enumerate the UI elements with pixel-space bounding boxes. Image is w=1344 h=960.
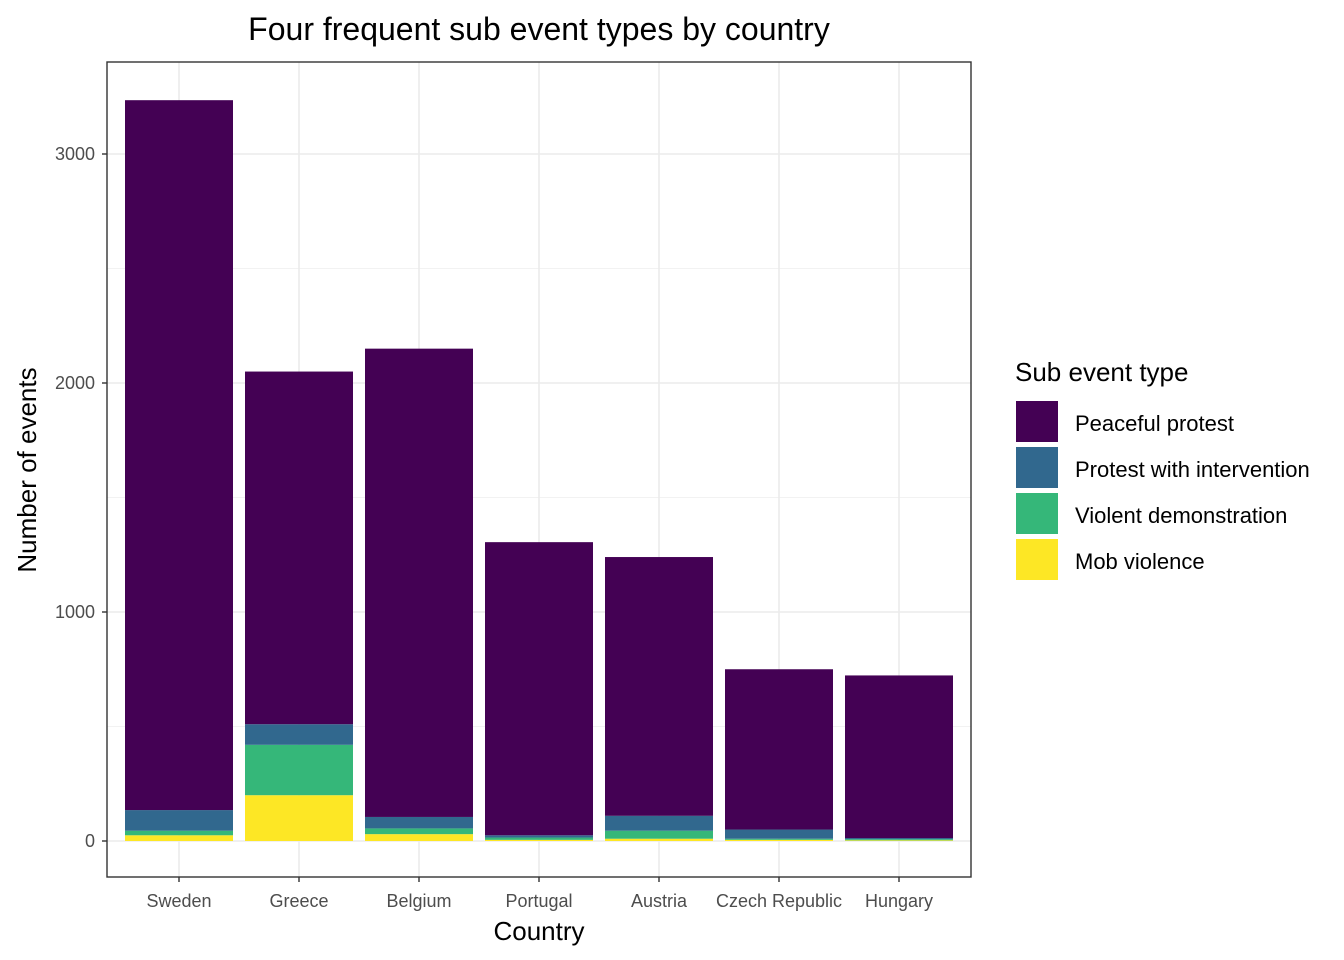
bar-segment-protest-with-intervention <box>485 835 593 838</box>
y-tick-label: 3000 <box>55 144 95 164</box>
legend-swatch <box>1016 493 1058 534</box>
x-axis: Sweden Greece Belgium Portugal Austria Czech … <box>146 877 933 911</box>
bar-stack-belgium <box>365 348 473 841</box>
bar-segment-violent-demonstration <box>485 837 593 840</box>
x-axis-title: Country <box>493 916 584 946</box>
y-axis: 0 1000 2000 3000 <box>55 144 107 851</box>
bar-stack-czech-republic <box>725 669 833 841</box>
bar-segment-violent-demonstration <box>845 839 953 841</box>
bar-segment-mob-violence <box>245 795 353 841</box>
bar-segment-protest-with-intervention <box>725 829 833 839</box>
bars-layer <box>125 100 953 841</box>
bar-segment-peaceful-protest <box>845 675 953 839</box>
bar-segment-peaceful-protest <box>605 557 713 816</box>
x-tick-label: Sweden <box>146 891 211 911</box>
bar-segment-mob-violence <box>365 834 473 841</box>
bar-segment-protest-with-intervention <box>365 816 473 829</box>
bar-segment-mob-violence <box>725 839 833 841</box>
bar-segment-peaceful-protest <box>725 669 833 830</box>
bar-stack-hungary <box>845 675 953 841</box>
legend: Sub event type Peaceful protest Protest w… <box>1015 357 1310 580</box>
bar-stack-austria <box>605 557 713 841</box>
x-tick-label: Czech Republic <box>716 891 842 911</box>
bar-segment-peaceful-protest <box>125 100 233 811</box>
x-tick-label: Hungary <box>865 891 933 911</box>
bar-segment-protest-with-intervention <box>125 810 233 831</box>
y-tick-label: 2000 <box>55 373 95 393</box>
bar-segment-violent-demonstration <box>245 744 353 796</box>
y-tick-label: 0 <box>85 831 95 851</box>
legend-label: Violent demonstration <box>1075 503 1287 528</box>
bar-segment-protest-with-intervention <box>845 838 953 840</box>
x-tick-label: Austria <box>631 891 688 911</box>
x-tick-label: Portugal <box>505 891 572 911</box>
x-tick-label: Belgium <box>386 891 451 911</box>
bar-segment-violent-demonstration <box>605 830 713 839</box>
y-axis-title: Number of events <box>12 367 42 572</box>
bar-stack-greece <box>245 371 353 841</box>
bar-segment-mob-violence <box>605 838 713 841</box>
bar-stack-portugal <box>485 542 593 841</box>
legend-label: Protest with intervention <box>1075 457 1310 482</box>
x-tick-label: Greece <box>269 891 328 911</box>
bar-segment-mob-violence <box>125 835 233 841</box>
bar-segment-peaceful-protest <box>485 542 593 836</box>
legend-title: Sub event type <box>1015 357 1188 387</box>
bar-segment-violent-demonstration <box>125 830 233 836</box>
bar-segment-peaceful-protest <box>245 371 353 725</box>
legend-swatch <box>1016 401 1058 442</box>
legend-label: Mob violence <box>1075 549 1205 574</box>
chart-title: Four frequent sub event types by country <box>248 11 830 47</box>
legend-swatch <box>1016 447 1058 488</box>
y-tick-label: 1000 <box>55 602 95 622</box>
bar-segment-violent-demonstration <box>725 838 833 840</box>
bar-segment-mob-violence <box>485 839 593 841</box>
bar-segment-protest-with-intervention <box>245 724 353 745</box>
bar-segment-violent-demonstration <box>365 828 473 835</box>
legend-swatch <box>1016 539 1058 580</box>
bar-stack-sweden <box>125 100 233 841</box>
bar-segment-protest-with-intervention <box>605 815 713 831</box>
bar-segment-peaceful-protest <box>365 348 473 817</box>
bar-segment-mob-violence <box>845 840 953 841</box>
legend-label: Peaceful protest <box>1075 411 1234 436</box>
